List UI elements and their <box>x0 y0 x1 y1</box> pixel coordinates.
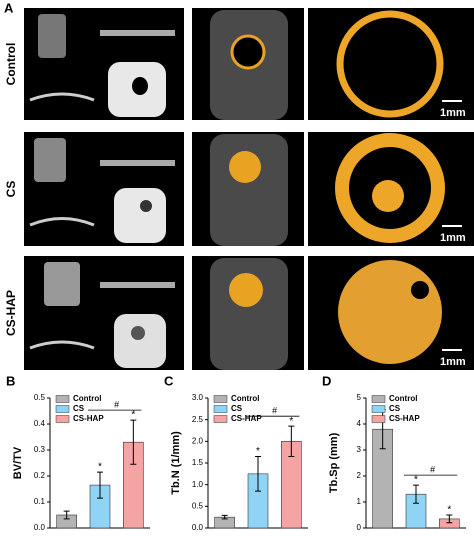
y-axis-label: Tb.Sp (mm) <box>328 432 340 493</box>
row-label: CS-HAP <box>4 290 18 336</box>
y-tick-label: 0.0 <box>192 523 204 532</box>
image-row: 1mm Control <box>4 8 474 120</box>
y-tick-label: 1.0 <box>192 480 204 489</box>
legend-swatch <box>55 395 70 403</box>
new-bone <box>338 260 442 364</box>
error-bar <box>63 510 70 520</box>
legend-swatch <box>371 415 386 423</box>
y-tick-label: 5 <box>357 393 362 402</box>
legend-label: CS <box>73 404 85 413</box>
legend-label: CS-HAP <box>231 414 262 423</box>
error-bar <box>413 484 419 504</box>
y-tick-label: 0.3 <box>34 445 46 454</box>
y-axis-label: BV/TV <box>12 446 24 479</box>
significance-star: * <box>131 410 135 421</box>
panel-label: C <box>164 373 174 388</box>
ct-3d <box>114 188 166 243</box>
y-tick-label: 0.5 <box>192 501 204 510</box>
y-tick-label: 2.0 <box>192 436 204 445</box>
defect <box>230 34 266 70</box>
legend-label: CS <box>389 404 401 413</box>
y-tick-label: 3 <box>357 445 362 454</box>
scale-bar-label: 1mm <box>440 232 466 244</box>
ct-3d <box>114 314 166 368</box>
row-label: CS <box>4 181 18 198</box>
defect <box>140 200 152 212</box>
defect <box>132 77 148 95</box>
y-tick-label: 0.4 <box>34 419 46 428</box>
y-axis-label: Tb.N (1/mm) <box>170 431 182 495</box>
new-bone <box>336 10 444 118</box>
error-bar <box>130 419 137 465</box>
legend-label: Control <box>231 394 259 403</box>
significance-star: * <box>414 475 418 486</box>
legend-swatch <box>213 405 228 413</box>
y-tick-label: 2 <box>357 471 362 480</box>
ct-slice <box>100 282 175 288</box>
ct-slice <box>29 340 95 350</box>
y-tick-label: 3.0 <box>192 393 204 402</box>
legend-swatch <box>371 395 386 403</box>
panel-label: B <box>6 373 15 388</box>
y-tick-label: 2.5 <box>192 415 204 424</box>
ct-slice <box>29 92 95 102</box>
legend-label: CS-HAP <box>389 414 420 423</box>
legend-swatch <box>371 405 386 413</box>
new-bone <box>372 180 404 212</box>
legend-swatch <box>213 395 228 403</box>
significance-star: * <box>447 505 451 516</box>
significance-mark: # <box>430 464 435 474</box>
legend-swatch <box>213 415 228 423</box>
legend-swatch <box>55 415 70 423</box>
y-tick-label: 0 <box>357 523 362 532</box>
significance-star: * <box>256 446 260 457</box>
ct-slice <box>29 217 95 227</box>
legend-label: Control <box>73 394 101 403</box>
significance-star: * <box>289 416 293 427</box>
error-bar <box>446 514 453 524</box>
scale-bar-label: 1mm <box>440 356 466 368</box>
significance-star: * <box>98 462 102 473</box>
pore <box>411 281 429 299</box>
ct-slice <box>100 30 175 36</box>
defect <box>229 273 263 307</box>
legend-label: Control <box>389 394 417 403</box>
legend-label: CS-HAP <box>73 414 104 423</box>
y-tick-label: 0.0 <box>34 523 46 532</box>
image-row: 1mm CS <box>4 132 474 246</box>
panel-label: D <box>322 373 331 388</box>
scale-bar-label: 1mm <box>440 107 466 119</box>
y-tick-label: 0.5 <box>34 393 46 402</box>
y-tick-label: 0.2 <box>34 471 46 480</box>
row-label: Control <box>4 43 18 86</box>
image-row: 1mm CS-HAP <box>4 256 474 370</box>
y-tick-label: 1.5 <box>192 458 204 467</box>
defect <box>229 151 261 183</box>
error-bar <box>255 456 261 492</box>
new-bone <box>335 133 445 243</box>
ct-slice <box>100 160 175 166</box>
error-bar <box>97 471 103 499</box>
y-tick-label: 1 <box>357 497 362 506</box>
error-bar <box>288 425 295 457</box>
y-tick-label: 4 <box>357 419 362 428</box>
ct-roi <box>308 8 474 120</box>
defect <box>131 326 145 340</box>
significance-mark: # <box>114 399 119 409</box>
y-tick-label: 0.1 <box>34 497 46 506</box>
legend-swatch <box>55 405 70 413</box>
ct-slice <box>34 138 66 182</box>
skull <box>210 134 288 246</box>
ct-slice <box>38 14 66 58</box>
error-bar <box>221 514 228 520</box>
panel-label: A <box>4 0 14 15</box>
significance-mark: # <box>272 406 277 416</box>
ct-slice <box>44 262 80 306</box>
legend-label: CS <box>231 404 243 413</box>
